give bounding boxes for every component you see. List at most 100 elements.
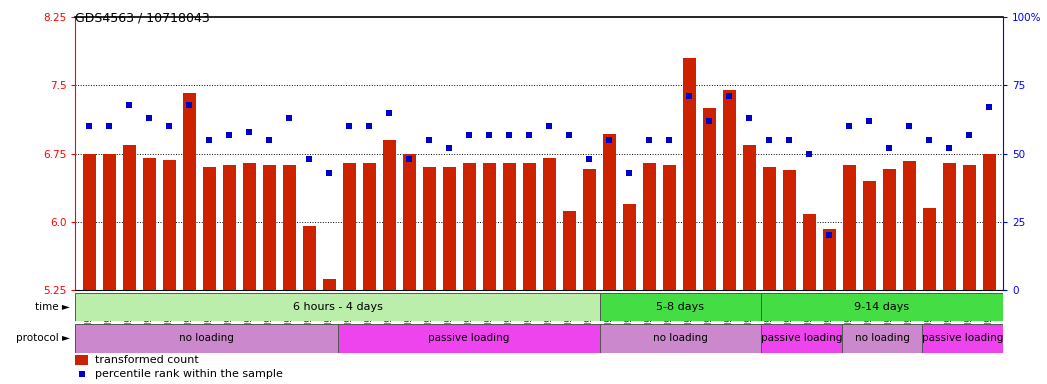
Bar	[103, 154, 116, 290]
Bar	[142, 158, 156, 290]
Bar	[263, 166, 275, 290]
Point	[161, 123, 178, 129]
Point	[481, 131, 497, 137]
Bar	[623, 204, 636, 290]
Bar	[403, 154, 416, 290]
Bar	[962, 166, 976, 290]
Point	[581, 156, 598, 162]
Point	[621, 170, 638, 176]
Point	[221, 131, 238, 137]
Bar	[842, 324, 922, 353]
Bar	[223, 166, 236, 290]
Point	[361, 123, 378, 129]
Point	[740, 115, 757, 121]
Bar	[303, 226, 316, 290]
Bar	[782, 170, 796, 290]
Bar	[823, 229, 836, 290]
Bar	[803, 215, 816, 290]
Bar	[342, 163, 356, 290]
Point	[381, 110, 398, 116]
Bar	[322, 279, 336, 290]
Bar	[283, 166, 296, 290]
Bar	[183, 93, 196, 290]
Point	[81, 123, 97, 129]
Point	[520, 131, 537, 137]
Point	[861, 118, 877, 124]
Point	[940, 145, 957, 151]
Point	[981, 104, 998, 110]
Point	[781, 137, 798, 143]
Bar	[75, 293, 600, 321]
Bar	[463, 163, 475, 290]
Point	[141, 115, 158, 121]
Bar	[503, 163, 516, 290]
Point	[961, 131, 978, 137]
Point	[681, 93, 697, 99]
Bar	[643, 163, 655, 290]
Point	[801, 151, 818, 157]
Bar	[122, 144, 136, 290]
Point	[841, 123, 857, 129]
Point	[73, 371, 90, 377]
Text: protocol ►: protocol ►	[16, 333, 70, 343]
Text: passive loading: passive loading	[761, 333, 842, 343]
Point	[201, 137, 218, 143]
Point	[321, 170, 338, 176]
Bar	[383, 140, 396, 290]
Point	[821, 232, 838, 238]
Text: no loading: no loading	[179, 333, 233, 343]
Bar	[722, 90, 736, 290]
Bar	[761, 293, 1003, 321]
Point	[401, 156, 418, 162]
Text: GDS4563 / 10718043: GDS4563 / 10718043	[75, 12, 210, 25]
Bar	[583, 169, 596, 290]
Bar	[742, 144, 756, 290]
Bar	[423, 167, 436, 290]
Text: no loading: no loading	[854, 333, 910, 343]
Point	[541, 123, 558, 129]
Bar	[683, 58, 695, 290]
Bar	[522, 163, 536, 290]
Bar	[75, 356, 88, 364]
Point	[281, 115, 297, 121]
Text: transformed count: transformed count	[95, 355, 199, 365]
Point	[121, 101, 138, 108]
Point	[761, 137, 778, 143]
Bar	[703, 108, 716, 290]
Text: passive loading: passive loading	[428, 333, 509, 343]
Point	[101, 123, 117, 129]
Point	[461, 131, 477, 137]
Bar	[942, 163, 956, 290]
Point	[900, 123, 917, 129]
Bar	[663, 164, 675, 290]
Text: passive loading: passive loading	[922, 333, 1003, 343]
Bar	[483, 163, 495, 290]
Bar	[75, 324, 337, 353]
Bar	[600, 324, 761, 353]
Point	[441, 145, 458, 151]
Bar	[443, 167, 455, 290]
Bar	[542, 158, 556, 290]
Bar	[203, 167, 216, 290]
Point	[720, 93, 737, 99]
Bar	[163, 160, 176, 290]
Text: 6 hours - 4 days: 6 hours - 4 days	[292, 302, 382, 312]
Text: 9-14 days: 9-14 days	[854, 302, 910, 312]
Point	[700, 118, 717, 124]
Point	[920, 137, 937, 143]
Bar	[243, 163, 255, 290]
Point	[241, 129, 258, 135]
Bar	[762, 167, 776, 290]
Bar	[903, 161, 915, 290]
Point	[601, 137, 618, 143]
Point	[300, 156, 317, 162]
Point	[181, 101, 198, 108]
Point	[561, 131, 578, 137]
Bar	[562, 211, 576, 290]
Bar	[603, 134, 616, 290]
Bar	[982, 154, 996, 290]
Point	[881, 145, 897, 151]
Bar	[337, 324, 600, 353]
Bar	[922, 324, 1003, 353]
Bar	[843, 166, 855, 290]
